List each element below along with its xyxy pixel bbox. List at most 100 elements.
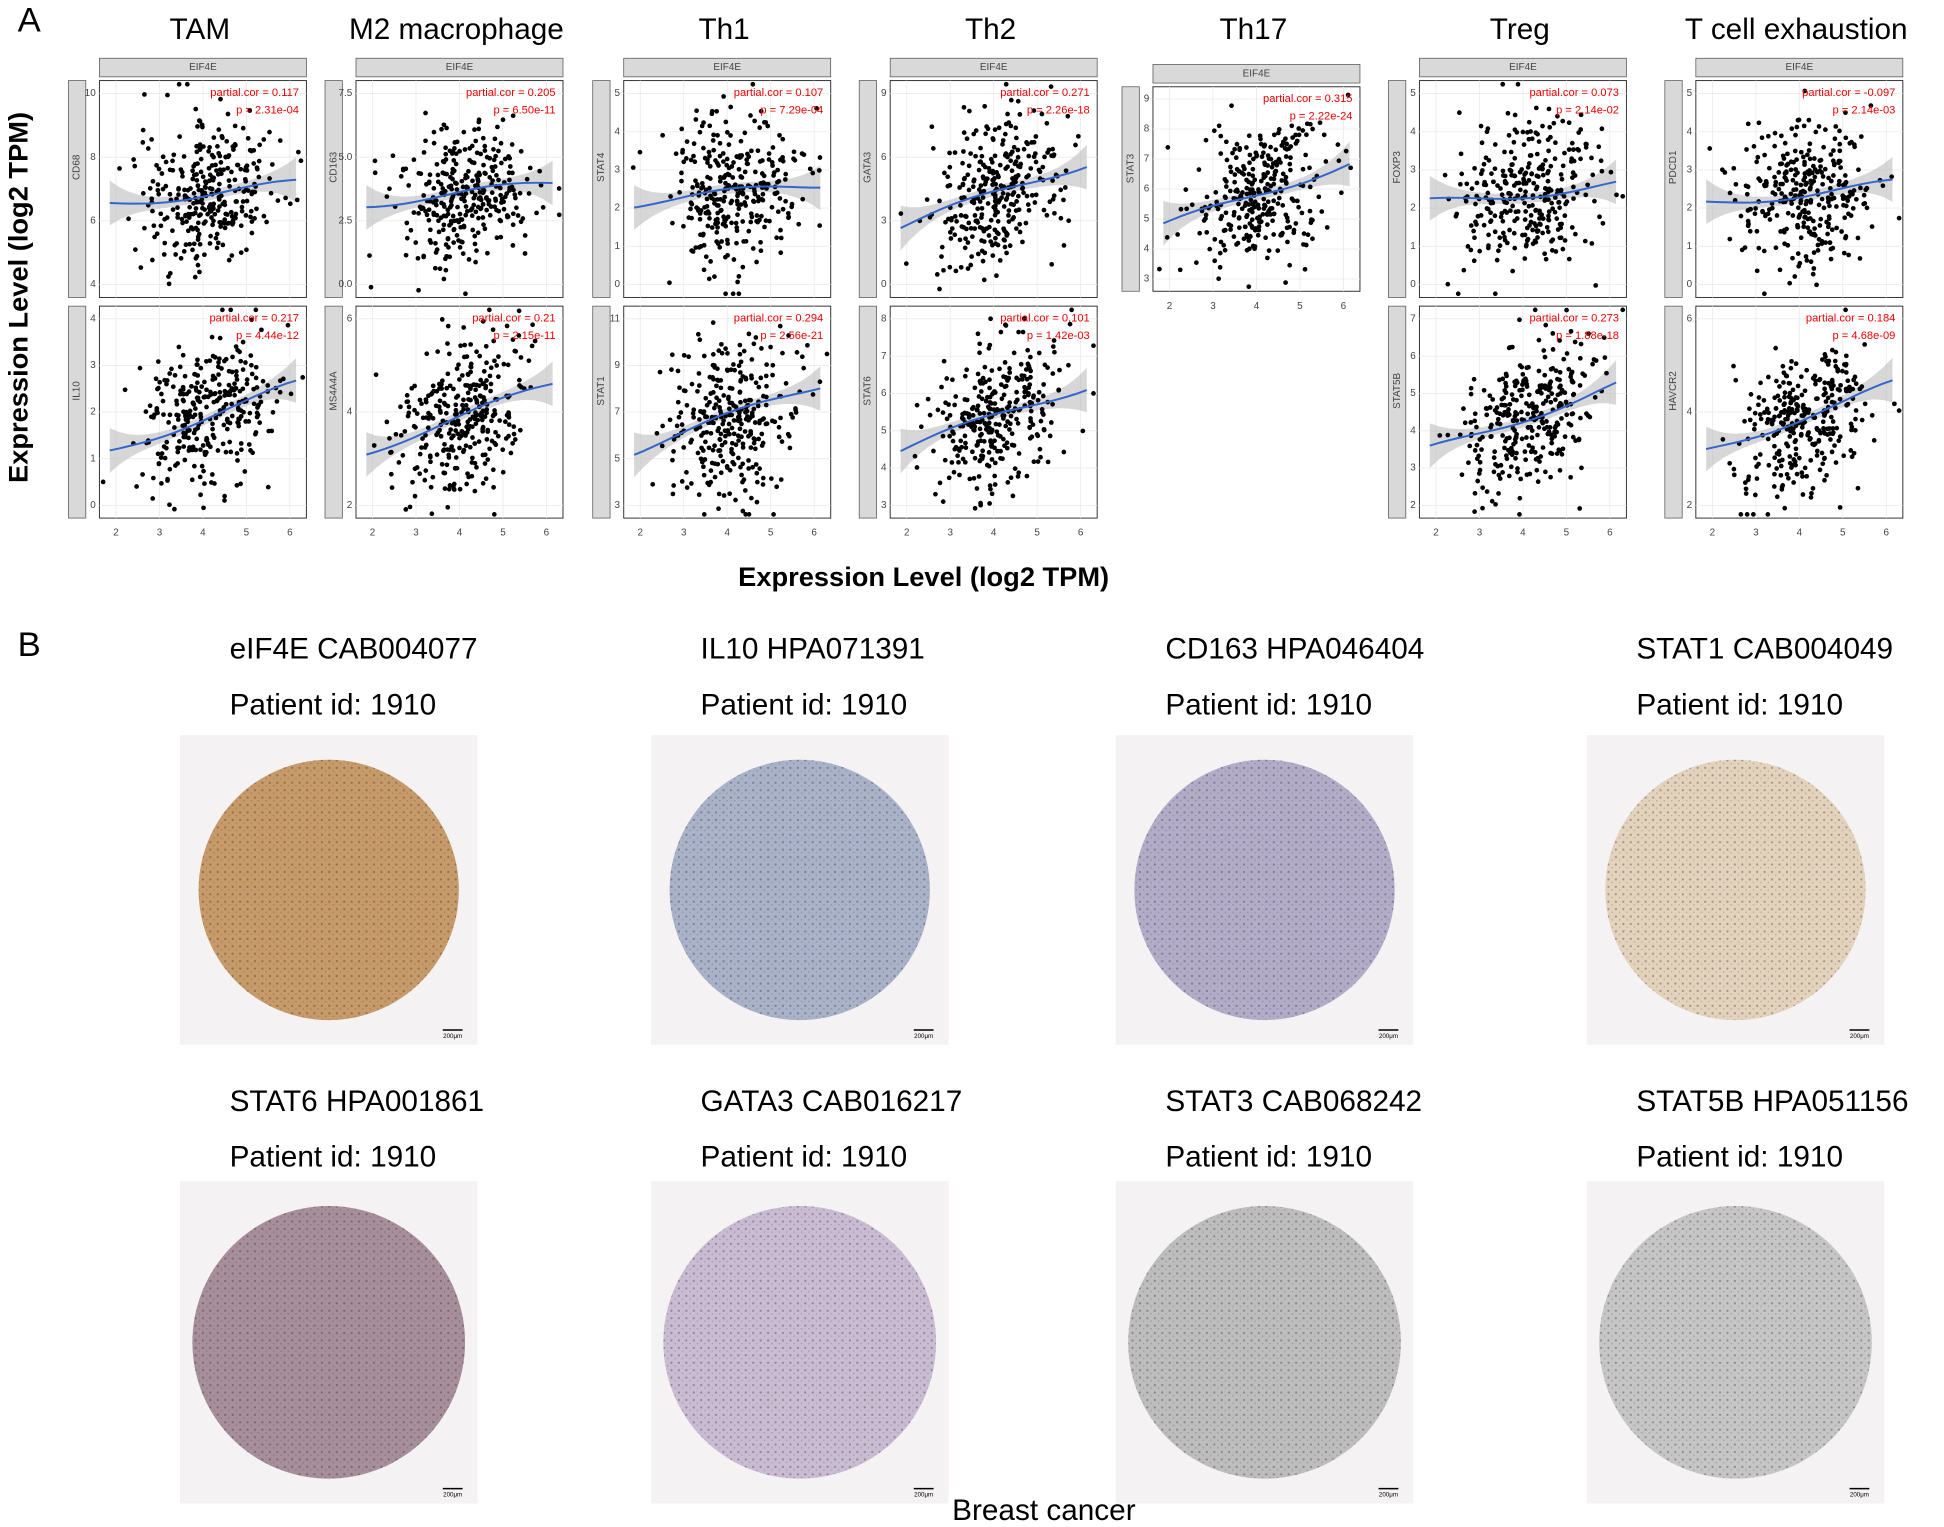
scatter-dot bbox=[1786, 475, 1791, 481]
scatter-dot bbox=[1527, 153, 1533, 158]
scatter-dot bbox=[1283, 136, 1288, 142]
scatter-dot bbox=[706, 482, 712, 488]
scatter-dot bbox=[775, 209, 781, 215]
scatter-dot bbox=[1792, 148, 1798, 154]
scatter-dot bbox=[1843, 234, 1849, 239]
y-tick-label: 3 bbox=[881, 215, 887, 226]
scatter-dot bbox=[1851, 450, 1857, 456]
tissue-texture bbox=[663, 1205, 937, 1479]
scatter-dot bbox=[220, 307, 225, 313]
scatter-dot bbox=[1817, 376, 1823, 382]
scatter-dot bbox=[1260, 211, 1266, 217]
scatter-dot bbox=[431, 129, 437, 135]
scatter-dot bbox=[947, 164, 953, 170]
scatter-dot bbox=[496, 148, 501, 154]
scatter-dot bbox=[1822, 166, 1828, 172]
scatter-dot bbox=[706, 276, 712, 282]
p-value: p = 6.50e-11 bbox=[493, 104, 555, 116]
scatter-dot bbox=[752, 191, 758, 197]
scatter-dot bbox=[1543, 469, 1548, 475]
scatter-dot bbox=[1287, 161, 1293, 167]
scatter-dot bbox=[1000, 142, 1005, 147]
scatter-dot bbox=[1823, 399, 1829, 404]
scatter-dot bbox=[1484, 489, 1490, 494]
scatter-dot bbox=[691, 141, 697, 147]
scatter-dot bbox=[980, 174, 986, 180]
scatter-dot bbox=[1816, 236, 1822, 242]
scatter-dot bbox=[417, 397, 423, 403]
scatter-dot bbox=[147, 403, 153, 409]
scatter-dot bbox=[437, 408, 443, 414]
scatter-dot bbox=[1821, 456, 1827, 462]
scatter-dot bbox=[955, 453, 960, 459]
scatter-dot bbox=[238, 250, 244, 255]
scatter-dot bbox=[703, 414, 709, 419]
scatter-dot bbox=[1525, 236, 1531, 242]
scatter-dot bbox=[1806, 117, 1812, 123]
scatter-dot bbox=[1772, 443, 1777, 449]
scatter-dot bbox=[1852, 427, 1858, 433]
scatter-dot bbox=[760, 440, 766, 446]
patient-label: Patient id: 1910 bbox=[230, 688, 437, 721]
scatter-dot bbox=[1789, 358, 1794, 364]
scatter-dot bbox=[1525, 411, 1530, 417]
scatter-dot bbox=[724, 465, 730, 471]
scatter-dot bbox=[463, 433, 468, 438]
facet-strip-label: EIF4E bbox=[1509, 62, 1537, 73]
scatter-dot bbox=[970, 234, 975, 239]
scatter-dot bbox=[156, 461, 162, 467]
scatter-dot bbox=[993, 203, 998, 209]
scatter-dot bbox=[1582, 238, 1588, 244]
scatter-dot bbox=[216, 382, 222, 387]
scatter-dot bbox=[185, 419, 191, 425]
y-tick-label: 5 bbox=[881, 425, 887, 436]
scatter-dot bbox=[1806, 210, 1811, 216]
scatter-dot bbox=[1727, 190, 1733, 196]
scatter-dot bbox=[1790, 387, 1796, 393]
scatter-dot bbox=[1843, 386, 1849, 392]
scatter-cloud bbox=[650, 320, 830, 517]
scatter-dot bbox=[1004, 405, 1010, 411]
scatter-dot bbox=[1524, 225, 1530, 231]
patient-label: Patient id: 1910 bbox=[1165, 1141, 1372, 1174]
scatter-dot bbox=[717, 245, 723, 250]
scatter-dot bbox=[1773, 183, 1778, 188]
scatter-dot bbox=[1503, 390, 1509, 396]
scatter-dot bbox=[986, 463, 992, 469]
confidence-band bbox=[109, 358, 297, 473]
scatter-dot bbox=[1514, 450, 1519, 456]
scatter-dot bbox=[1569, 225, 1575, 230]
scatter-dot bbox=[1249, 217, 1255, 223]
scatter-dot bbox=[749, 495, 754, 501]
scatter-dot bbox=[1549, 391, 1555, 397]
scatter-dot bbox=[1818, 216, 1824, 222]
scatter-dot bbox=[681, 223, 686, 229]
scatter-dot bbox=[794, 350, 800, 355]
scatter-dot bbox=[680, 150, 685, 155]
scatter-dot bbox=[1468, 385, 1474, 391]
scatter-dot bbox=[1273, 168, 1279, 174]
scatter-dot bbox=[451, 168, 457, 174]
scatter-dot bbox=[746, 458, 751, 463]
scatter-dot bbox=[1500, 433, 1505, 438]
scatter-dot bbox=[1550, 206, 1556, 212]
scatter-dot bbox=[1040, 410, 1045, 416]
scatter-dot bbox=[1847, 189, 1853, 195]
scatter-dot bbox=[241, 409, 246, 415]
scatter-dot bbox=[218, 160, 224, 165]
scatter-dot bbox=[1794, 471, 1800, 477]
x-tick-label: 2 bbox=[113, 528, 119, 539]
scatter-dot bbox=[443, 410, 449, 416]
antibody-label: STAT1 CAB004049 bbox=[1636, 633, 1893, 666]
scatter-dot bbox=[1831, 173, 1836, 178]
scatter-dot bbox=[1265, 222, 1270, 227]
scatter-dot bbox=[1862, 401, 1868, 407]
scatter-dot bbox=[195, 220, 201, 226]
scatter-dot bbox=[1510, 418, 1516, 424]
scatter-dot bbox=[1801, 224, 1807, 230]
scatter-dot bbox=[1808, 185, 1813, 191]
scatter-dot bbox=[232, 123, 238, 129]
x-tick-label: 4 bbox=[200, 528, 206, 539]
gene-strip bbox=[1388, 80, 1407, 298]
correlation: partial.cor = 0.21 bbox=[472, 312, 555, 324]
